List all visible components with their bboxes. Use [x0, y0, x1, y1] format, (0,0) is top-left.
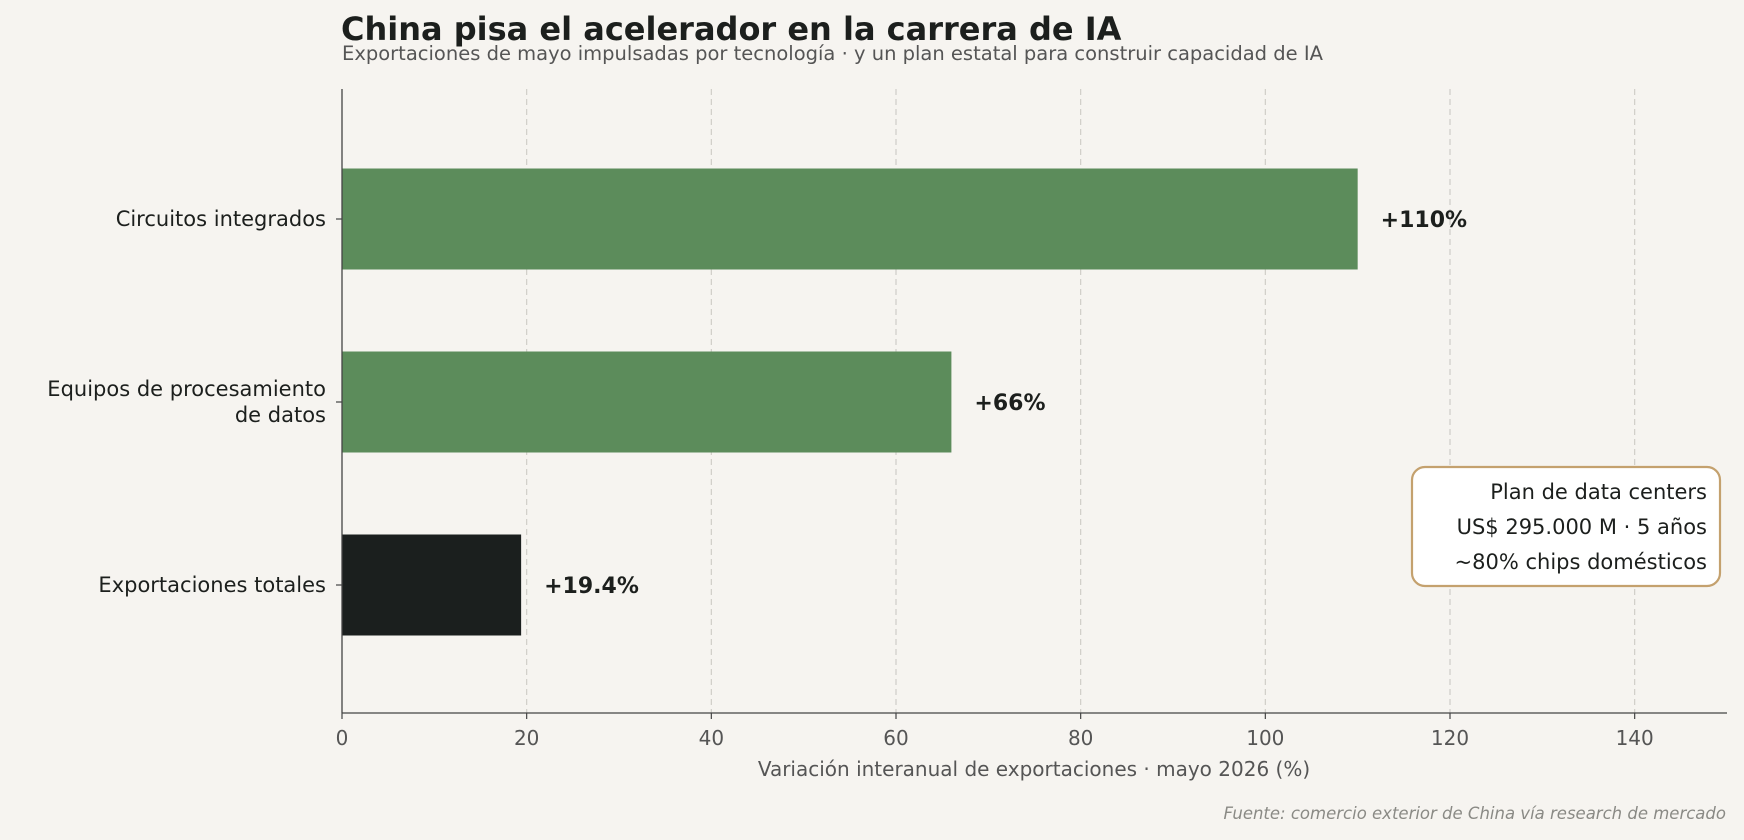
bar-value-label: +66% — [974, 391, 1045, 416]
x-tick-label: 120 — [1431, 726, 1469, 750]
bar-value-label: +110% — [1381, 208, 1467, 233]
y-category-label: Exportaciones totales — [98, 573, 326, 597]
annotation-box — [1410, 465, 1722, 588]
x-tick-label: 20 — [514, 726, 539, 750]
x-tick-label: 140 — [1616, 726, 1654, 750]
y-ticks: Circuitos integrados Equipos de procesami… — [47, 207, 342, 597]
y-category-label: Equipos de procesamiento de datos — [47, 377, 326, 427]
annotation-line-1: Plan de data centers — [1490, 480, 1707, 504]
x-ticks: 0 20 40 60 80 100 120 140 — [336, 713, 1654, 750]
annotation-line-2: US$ 295.000 M · 5 años — [1457, 515, 1707, 539]
y-category-label: Circuitos integrados — [116, 207, 326, 231]
source-note: Fuente: comercio exterior de China vía r… — [1223, 804, 1726, 823]
x-tick-label: 0 — [336, 726, 349, 750]
x-axis-label: Variación interanual de exportaciones · … — [758, 757, 1310, 781]
bar — [342, 534, 522, 636]
x-tick-label: 40 — [699, 726, 724, 750]
bar-value-label: +19.4% — [544, 574, 639, 599]
data-center-plan-annotation: Plan de data centers US$ 295.000 M · 5 a… — [1410, 465, 1722, 588]
chart-title: China pisa el acelerador en la carrera d… — [341, 10, 1122, 48]
chart-subtitle: Exportaciones de mayo impulsadas por tec… — [342, 42, 1323, 65]
x-tick-label: 80 — [1068, 726, 1093, 750]
bar — [342, 351, 952, 453]
value-labels: +110% +66% +19.4% — [544, 208, 1467, 599]
bar — [342, 168, 1358, 270]
axes — [341, 89, 1727, 714]
x-tick-label: 60 — [883, 726, 908, 750]
annotation-line-3: ~80% chips domésticos — [1455, 550, 1707, 574]
x-tick-label: 100 — [1246, 726, 1284, 750]
bars — [342, 168, 1358, 636]
